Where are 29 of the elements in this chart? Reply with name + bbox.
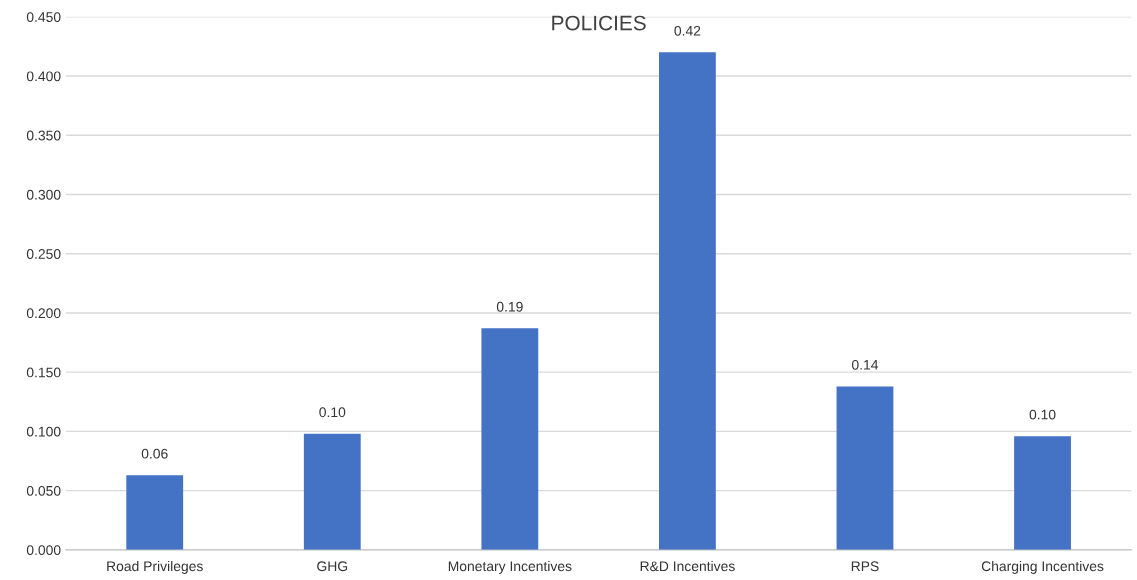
bar	[836, 386, 894, 550]
y-tick-label: 0.300	[26, 189, 61, 200]
y-tick-label: 0.150	[26, 367, 61, 378]
x-tick-label: RPS	[851, 561, 879, 572]
y-tick-label: 0.450	[26, 12, 61, 22]
y-tick-label: 0.250	[26, 249, 61, 259]
data-label: 0.19	[496, 301, 523, 312]
y-tick-label: 0.400	[26, 71, 61, 82]
x-tick-label: GHG	[317, 561, 348, 572]
bar	[303, 433, 361, 550]
y-tick-label: 0.200	[26, 308, 61, 319]
x-tick-label: Monetary Incentives	[448, 560, 572, 574]
x-tick-label: Road Privileges	[107, 560, 203, 574]
y-tick-label: 0.100	[26, 426, 61, 437]
bar	[481, 328, 539, 550]
data-label: 0.10	[1029, 409, 1056, 420]
data-label: 0.10	[319, 407, 346, 418]
data-label: 0.42	[674, 25, 701, 36]
data-label: 0.14	[852, 359, 879, 370]
y-tick-label: 0.050	[26, 485, 61, 496]
y-tick-label: 0.000	[26, 545, 61, 556]
bar	[1014, 436, 1071, 550]
chart-title: POLICIES	[552, 15, 646, 31]
x-tick-label: Charging Incentives	[981, 560, 1104, 574]
data-label: 0.06	[141, 448, 168, 459]
y-tick-label: 0.350	[26, 130, 61, 141]
bar	[126, 475, 184, 550]
x-tick-label: R&D Incentives	[640, 560, 735, 572]
bar	[659, 52, 716, 550]
